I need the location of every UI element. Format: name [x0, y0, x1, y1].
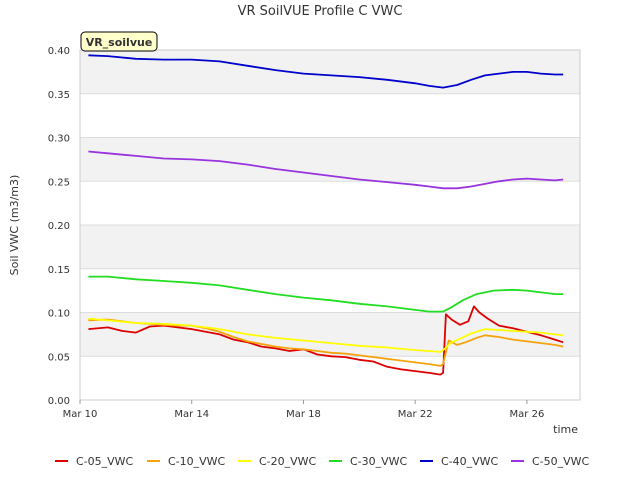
x-tick-label: Mar 18: [286, 409, 321, 420]
y-tick-label: 0.05: [48, 352, 70, 363]
plot-frame: [79, 49, 581, 401]
x-tick-label: Mar 14: [174, 409, 209, 420]
y-tick-label: 0.35: [48, 90, 70, 101]
plot-background-bands: [80, 50, 580, 400]
legend-label: C-20_VWC: [259, 455, 317, 468]
plot-band: [80, 225, 580, 269]
series-line-c-40-vwc: [88, 54, 564, 89]
plot-band: [80, 93, 580, 138]
legend-label: C-05_VWC: [76, 455, 134, 468]
x-axis-label: time: [553, 423, 578, 436]
y-tick-label: 0.10: [48, 309, 70, 320]
legend: C-05_VWC C-10_VWC C-20_VWC C-30_VWC C-40_VWC…: [55, 455, 590, 468]
plot-band: [80, 356, 580, 400]
legend-label: C-50_VWC: [532, 455, 590, 468]
series-line-c-20-vwc: [88, 317, 564, 353]
legend-label: C-40_VWC: [441, 455, 499, 468]
y-axis: 0.00 0.05 0.10 0.15 0.20 0.25 0.30 0.35 0.40: [48, 46, 70, 407]
y-tick-label: 0.25: [48, 177, 70, 188]
y-tick-label: 0.40: [48, 46, 70, 57]
y-tick-label: 0.00: [48, 396, 70, 407]
x-axis: Mar 10 Mar 14 Mar 18 Mar 22 Mar 26: [63, 400, 545, 420]
series-line-c-50-vwc: [88, 150, 564, 190]
plot-band: [80, 50, 580, 94]
x-tick-label: Mar 10: [63, 409, 98, 420]
station-badge: VR_soilvue: [80, 31, 158, 52]
series-line-c-30-vwc: [88, 275, 564, 313]
plot-band: [80, 181, 580, 225]
y-tick-label: 0.30: [48, 134, 70, 145]
x-tick-label: Mar 26: [510, 409, 545, 420]
chart-title: VR SoilVUE Profile C VWC: [238, 4, 403, 19]
station-badge-label: VR_soilvue: [86, 36, 153, 49]
x-tick-label: Mar 22: [398, 409, 433, 420]
legend-label: C-10_VWC: [168, 455, 226, 468]
plot-band: [80, 137, 580, 182]
y-tick-label: 0.15: [48, 265, 70, 276]
series-line-c-05-vwc: [88, 305, 564, 376]
plot-band: [80, 312, 580, 357]
legend-label: C-30_VWC: [350, 455, 408, 468]
y-axis-label: Soil VWC (m3/m3): [8, 175, 21, 276]
y-tick-label: 0.20: [48, 221, 70, 232]
series-lines: [88, 54, 564, 376]
